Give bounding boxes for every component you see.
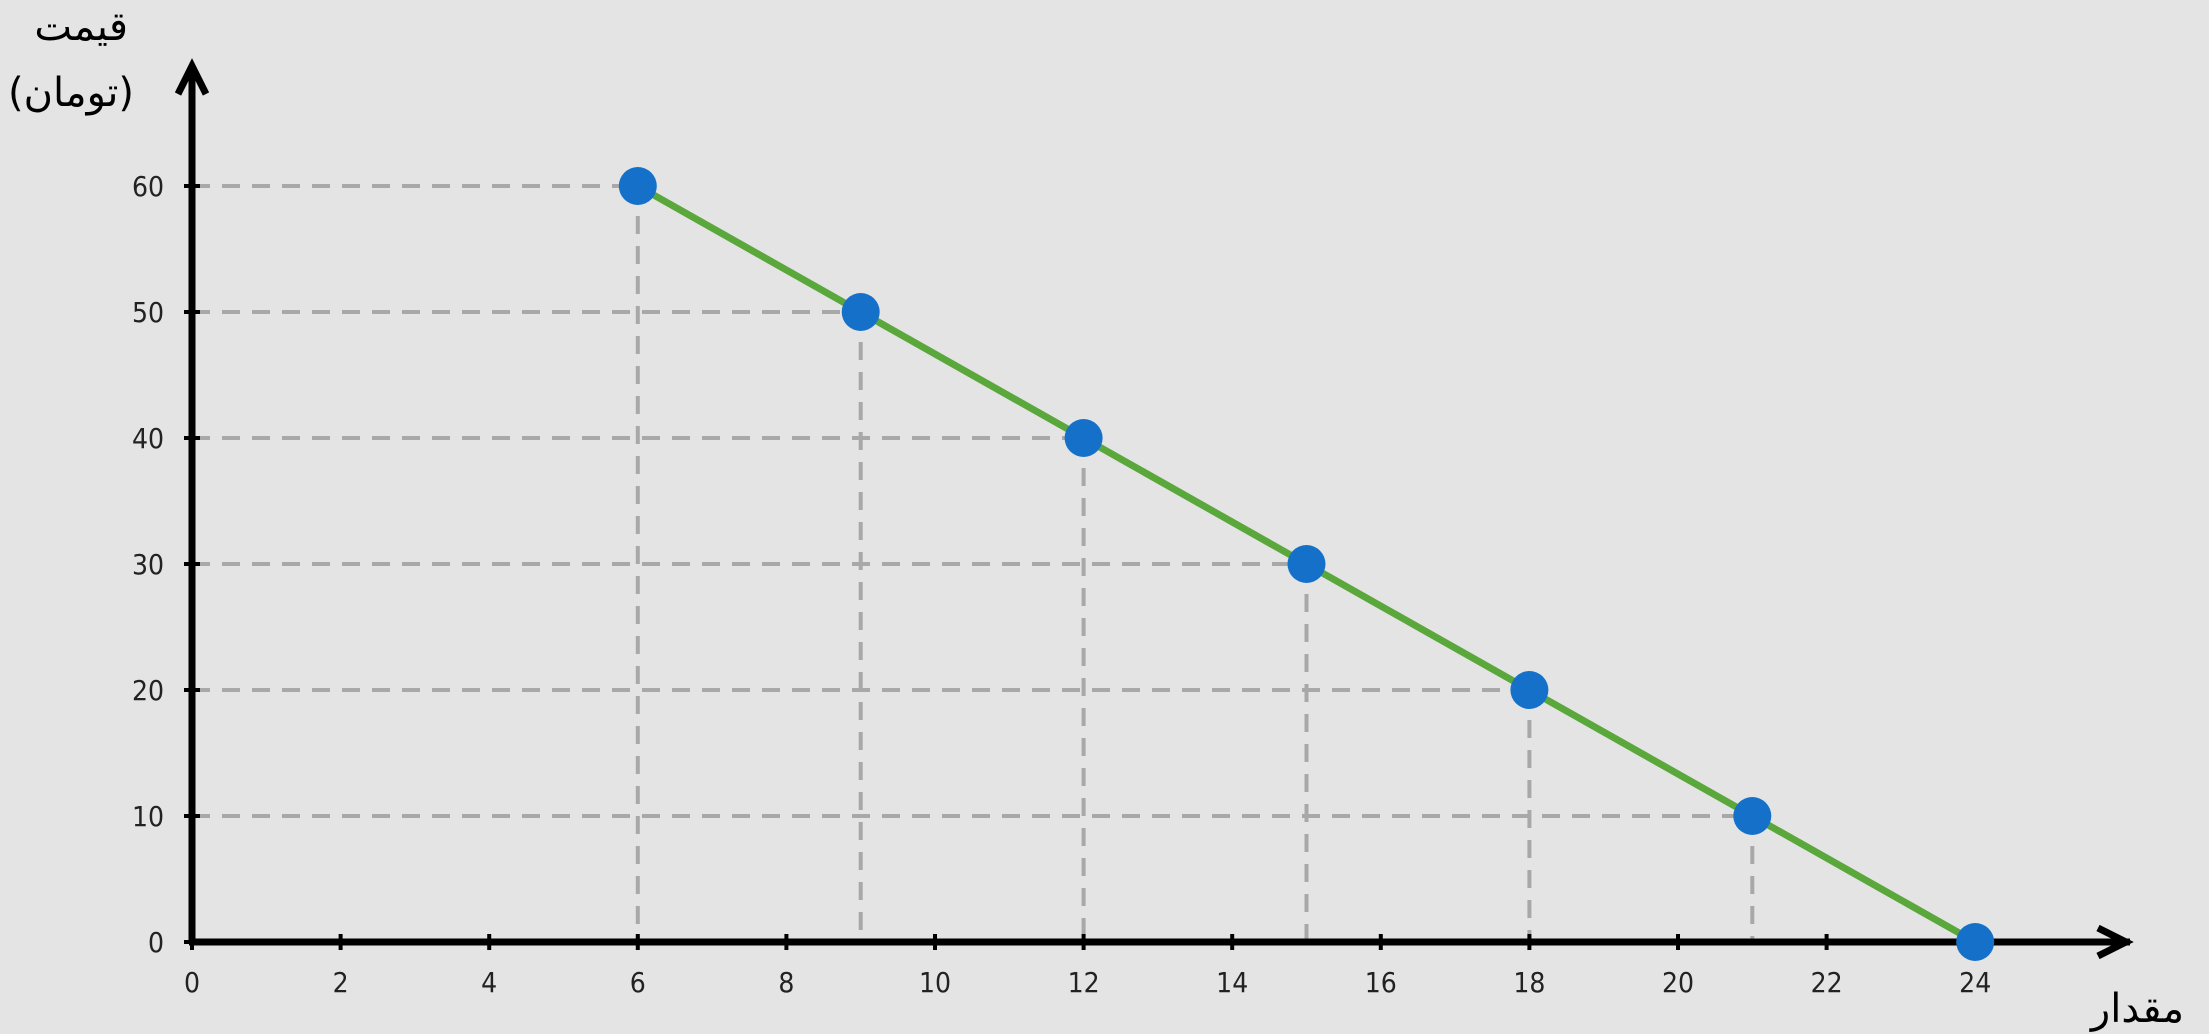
y-tick-label: 60 xyxy=(132,170,164,203)
x-tick-label: 16 xyxy=(1365,966,1397,999)
x-tick-label: 18 xyxy=(1513,966,1545,999)
x-tick-label: 22 xyxy=(1811,966,1843,999)
y-tick-label: 40 xyxy=(132,422,164,455)
guide-lines xyxy=(192,186,1975,942)
y-tick-label: 10 xyxy=(132,800,164,833)
x-tick-label: 14 xyxy=(1216,966,1248,999)
y-tick-label: 50 xyxy=(132,296,164,329)
axis-ticks xyxy=(184,186,1975,950)
x-tick-label: 20 xyxy=(1662,966,1694,999)
y-tick-label: 30 xyxy=(132,548,164,581)
y-tick-label: 20 xyxy=(132,674,164,707)
y-axis-title-line2: (تومان) xyxy=(8,70,134,116)
y-tick-label: 0 xyxy=(148,926,164,959)
data-point xyxy=(619,167,657,205)
x-tick-label: 10 xyxy=(919,966,951,999)
data-point xyxy=(842,293,880,331)
data-point xyxy=(1510,671,1548,709)
y-axis-title-line1: قیمت xyxy=(34,4,128,50)
x-tick-label: 4 xyxy=(481,966,497,999)
x-tick-label: 8 xyxy=(778,966,794,999)
x-tick-label: 2 xyxy=(333,966,349,999)
data-point xyxy=(1288,545,1326,583)
x-tick-label: 24 xyxy=(1959,966,1991,999)
data-point xyxy=(1733,797,1771,835)
x-tick-label: 12 xyxy=(1068,966,1100,999)
x-tick-label: 0 xyxy=(184,966,200,999)
data-point xyxy=(1065,419,1103,457)
data-point xyxy=(1956,923,1994,961)
axes xyxy=(178,66,2130,956)
x-axis-title: مقدار xyxy=(2089,986,2184,1032)
x-tick-label: 6 xyxy=(630,966,646,999)
